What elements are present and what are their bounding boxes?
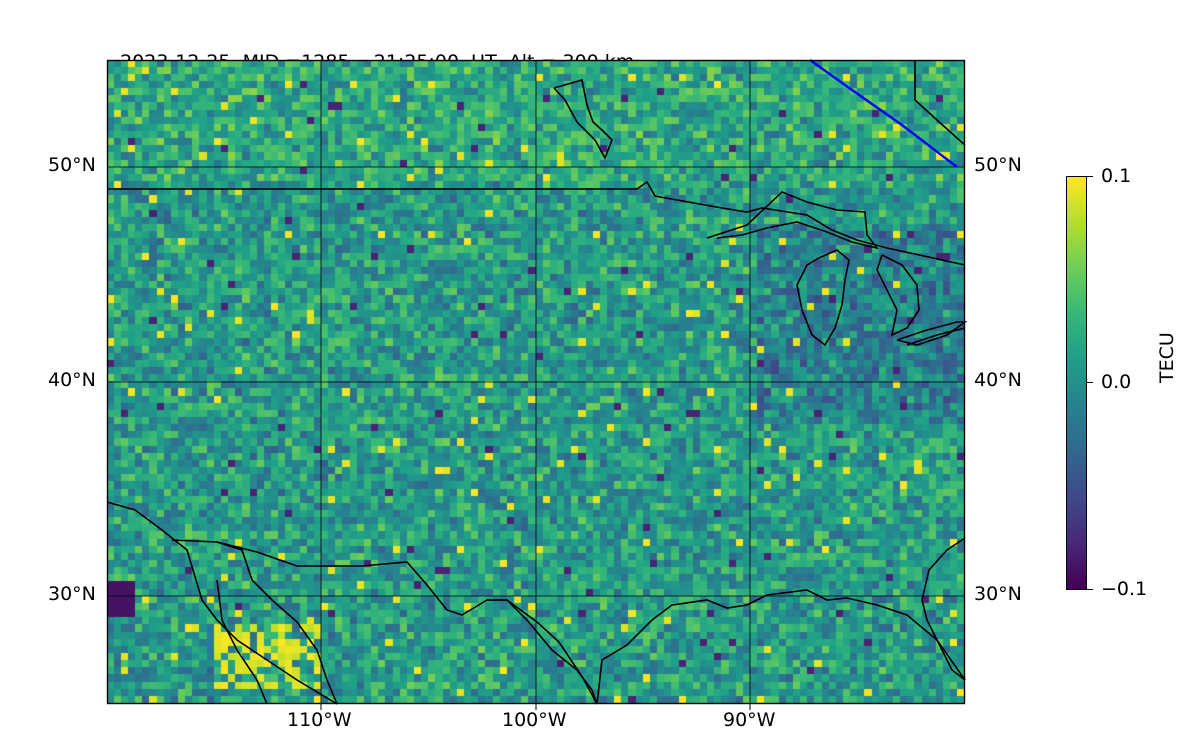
east-coast bbox=[921, 537, 966, 681]
lat-label-left-30n: 30°N bbox=[48, 583, 96, 605]
colorbar bbox=[1066, 176, 1087, 590]
gulf-coast bbox=[596, 589, 966, 705]
colorbar-tick-bottom bbox=[1087, 589, 1093, 590]
lat-label-right-30n: 30°N bbox=[974, 583, 1022, 605]
lon-label-100w: 100°W bbox=[502, 709, 567, 731]
rio-grande bbox=[487, 599, 598, 705]
lon-label-110w: 110°W bbox=[287, 709, 352, 731]
lake-ontario bbox=[906, 327, 966, 346]
us-canada-border bbox=[107, 180, 966, 266]
gulf-of-california bbox=[171, 539, 338, 705]
colorbar-title: TECU bbox=[1156, 332, 1178, 383]
arctic-coast bbox=[914, 60, 966, 146]
baja-coast bbox=[106, 501, 338, 705]
colorbar-label-min: −0.1 bbox=[1101, 578, 1148, 600]
hudson-bay-coast bbox=[553, 78, 613, 160]
lake-huron bbox=[876, 254, 920, 337]
tec-map bbox=[106, 59, 968, 710]
lake-michigan bbox=[796, 249, 850, 347]
sonora-coast bbox=[216, 579, 268, 705]
us-mexico-border bbox=[216, 541, 598, 705]
lake-erie bbox=[896, 321, 968, 346]
lon-tick-marks bbox=[320, 704, 751, 710]
lake-superior bbox=[706, 191, 880, 250]
colorbar-tick-top bbox=[1087, 176, 1093, 177]
terminator-line bbox=[809, 59, 958, 168]
lat-label-right-50n: 50°N bbox=[974, 154, 1022, 176]
lat-label-left-40n: 40°N bbox=[48, 369, 96, 391]
map-overlay bbox=[106, 59, 968, 710]
gridlines bbox=[107, 60, 965, 704]
lat-label-left-50n: 50°N bbox=[48, 154, 96, 176]
colorbar-label-zero: 0.0 bbox=[1101, 371, 1132, 393]
lat-label-right-40n: 40°N bbox=[974, 369, 1022, 391]
lon-label-90w: 90°W bbox=[723, 709, 776, 731]
map-frame bbox=[106, 59, 966, 705]
colorbar-tick-mid bbox=[1087, 382, 1093, 383]
colorbar-label-max: 0.1 bbox=[1101, 165, 1132, 187]
